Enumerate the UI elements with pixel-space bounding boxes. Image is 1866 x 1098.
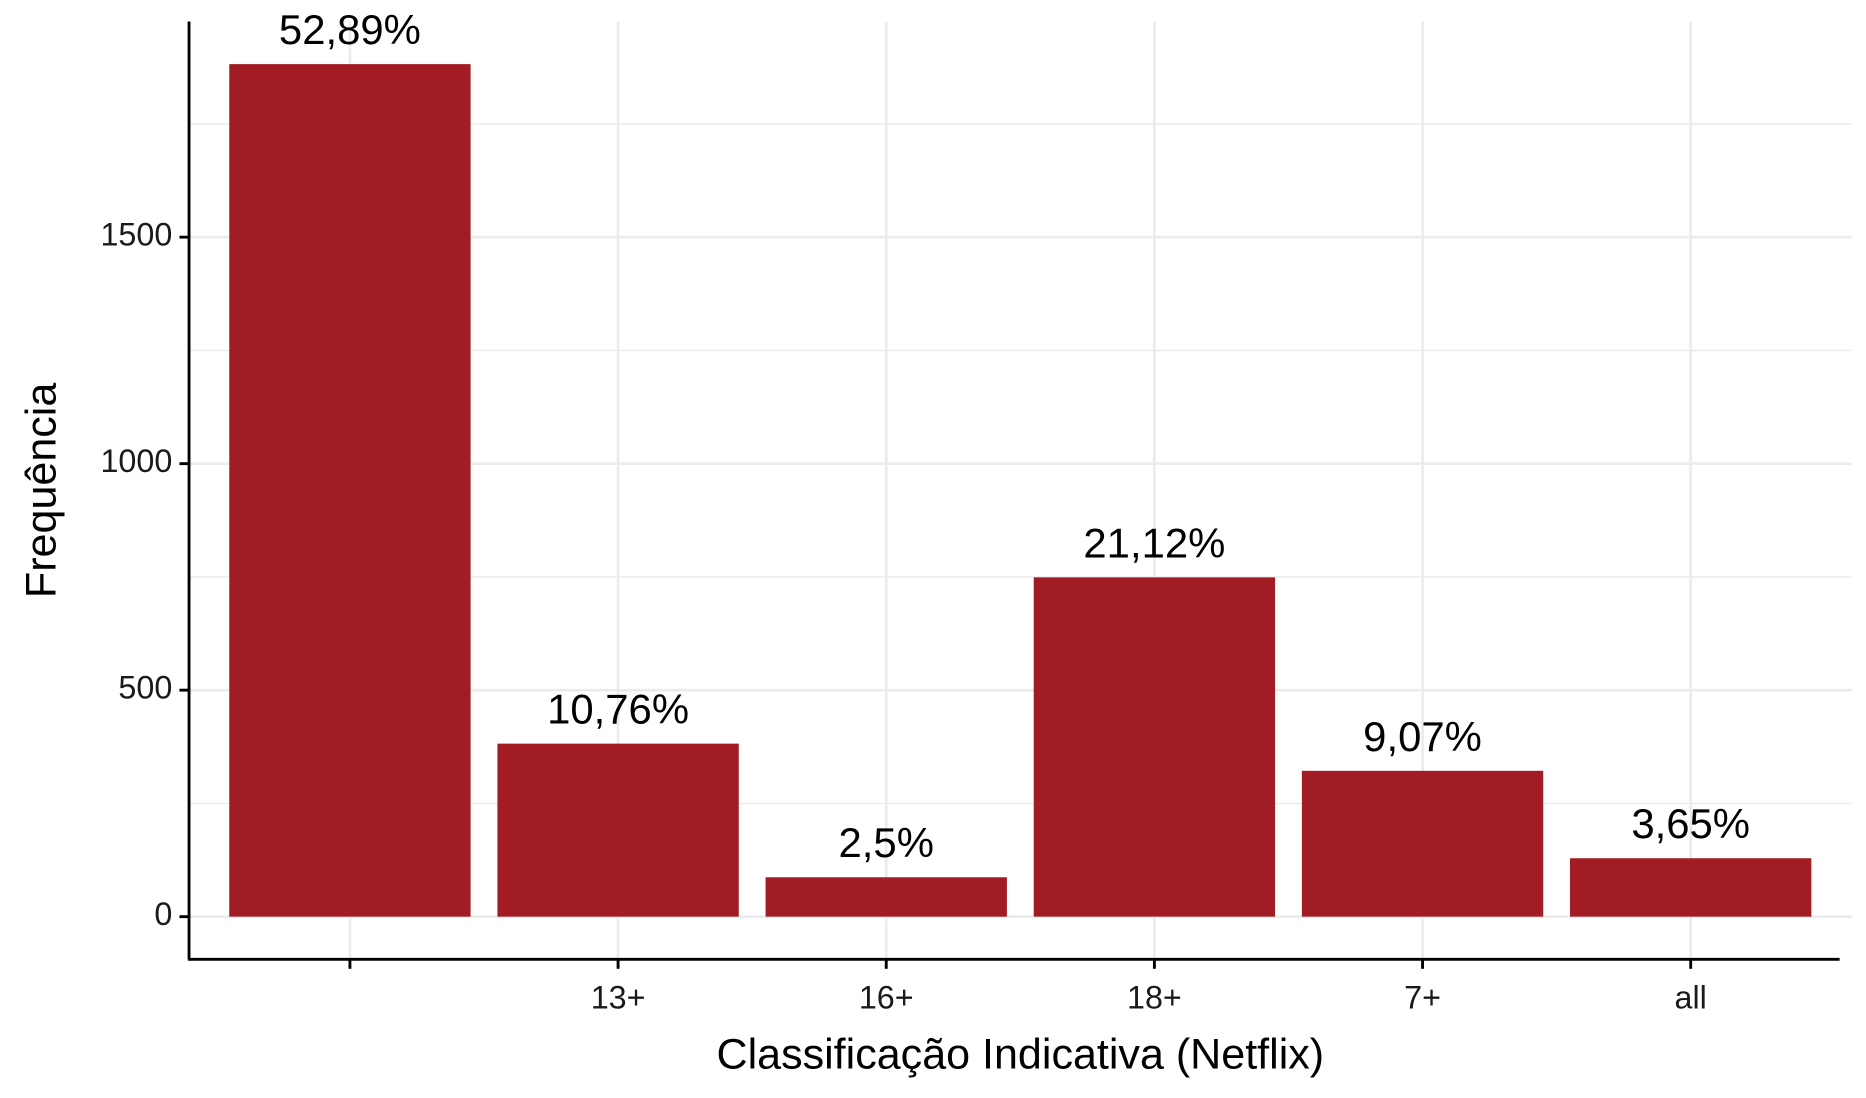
y-tick-label: 1500: [100, 217, 172, 253]
bar: [497, 743, 739, 917]
bar: [1033, 577, 1276, 917]
y-tick-label: 0: [154, 896, 172, 932]
value-label: 9,07%: [1363, 713, 1482, 760]
x-tick-label: 18+: [1127, 979, 1182, 1015]
bars: [229, 64, 1812, 917]
x-tick-label: all: [1675, 979, 1707, 1015]
y-axis-title: Frequência: [18, 383, 66, 598]
bar: [1570, 858, 1812, 917]
x-tick-label: 13+: [591, 979, 646, 1015]
bar: [229, 64, 471, 917]
x-tick-label: 16+: [859, 979, 914, 1015]
value-label: 3,65%: [1631, 800, 1750, 847]
value-label: 2,5%: [839, 819, 934, 866]
value-label: 10,76%: [547, 686, 689, 733]
x-axis-title: Classificação Indicativa (Netflix): [716, 1031, 1324, 1079]
bar: [1301, 770, 1544, 917]
value-label: 52,89%: [279, 6, 421, 53]
bar: [765, 877, 1007, 917]
value-label: 21,12%: [1083, 519, 1225, 566]
y-tick-label: 500: [118, 670, 172, 706]
y-tick-label: 1000: [100, 443, 172, 479]
x-tick-label: 7+: [1404, 979, 1441, 1015]
